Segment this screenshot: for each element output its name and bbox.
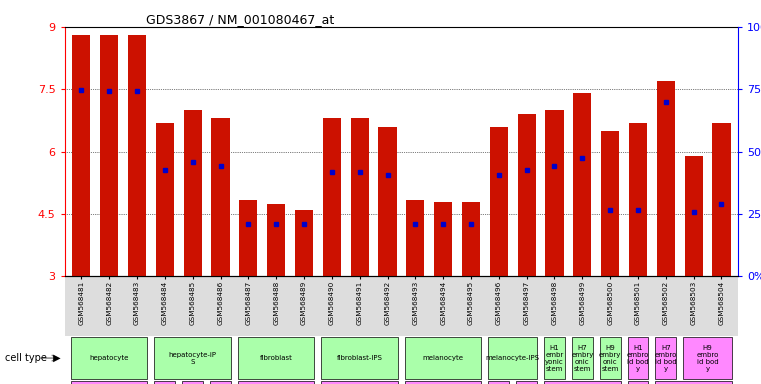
Bar bbox=[239, 200, 257, 276]
Bar bbox=[573, 93, 591, 276]
Bar bbox=[517, 114, 536, 276]
Bar bbox=[601, 131, 619, 276]
Bar bbox=[546, 110, 564, 276]
Text: H9
embro
id bod
y: H9 embro id bod y bbox=[696, 344, 718, 372]
Bar bbox=[629, 122, 647, 276]
Text: H7
embry
onic
stem: H7 embry onic stem bbox=[572, 344, 594, 372]
Bar bbox=[323, 118, 341, 276]
Text: melanocyte: melanocyte bbox=[422, 355, 463, 361]
Text: fibroblast: fibroblast bbox=[260, 355, 293, 361]
Text: fibroblast-IPS: fibroblast-IPS bbox=[337, 355, 383, 361]
Text: H7
embro
id bod
y: H7 embro id bod y bbox=[654, 344, 677, 372]
Bar bbox=[490, 127, 508, 276]
Bar bbox=[406, 200, 425, 276]
Bar bbox=[351, 118, 369, 276]
Bar bbox=[72, 35, 91, 276]
Bar bbox=[712, 122, 731, 276]
Bar bbox=[295, 210, 313, 276]
Text: H1
embr
yonic
stem: H1 embr yonic stem bbox=[545, 344, 564, 372]
Bar bbox=[128, 35, 146, 276]
Bar bbox=[156, 122, 174, 276]
Text: melanocyte-IPS: melanocyte-IPS bbox=[486, 355, 540, 361]
Bar bbox=[434, 202, 452, 276]
Bar bbox=[462, 202, 480, 276]
Bar bbox=[267, 204, 285, 276]
Text: H1
embro
id bod
y: H1 embro id bod y bbox=[627, 344, 649, 372]
Text: hepatocyte: hepatocyte bbox=[90, 355, 129, 361]
Text: hepatocyte-iP
S: hepatocyte-iP S bbox=[169, 352, 217, 364]
Bar bbox=[183, 110, 202, 276]
Text: cell type  ▶: cell type ▶ bbox=[5, 353, 61, 363]
Bar bbox=[657, 81, 675, 276]
Bar bbox=[685, 156, 702, 276]
Bar bbox=[100, 35, 118, 276]
Bar bbox=[212, 118, 230, 276]
Bar bbox=[378, 127, 396, 276]
Text: GDS3867 / NM_001080467_at: GDS3867 / NM_001080467_at bbox=[145, 13, 334, 26]
Text: H9
embry
onic
stem: H9 embry onic stem bbox=[599, 344, 621, 372]
